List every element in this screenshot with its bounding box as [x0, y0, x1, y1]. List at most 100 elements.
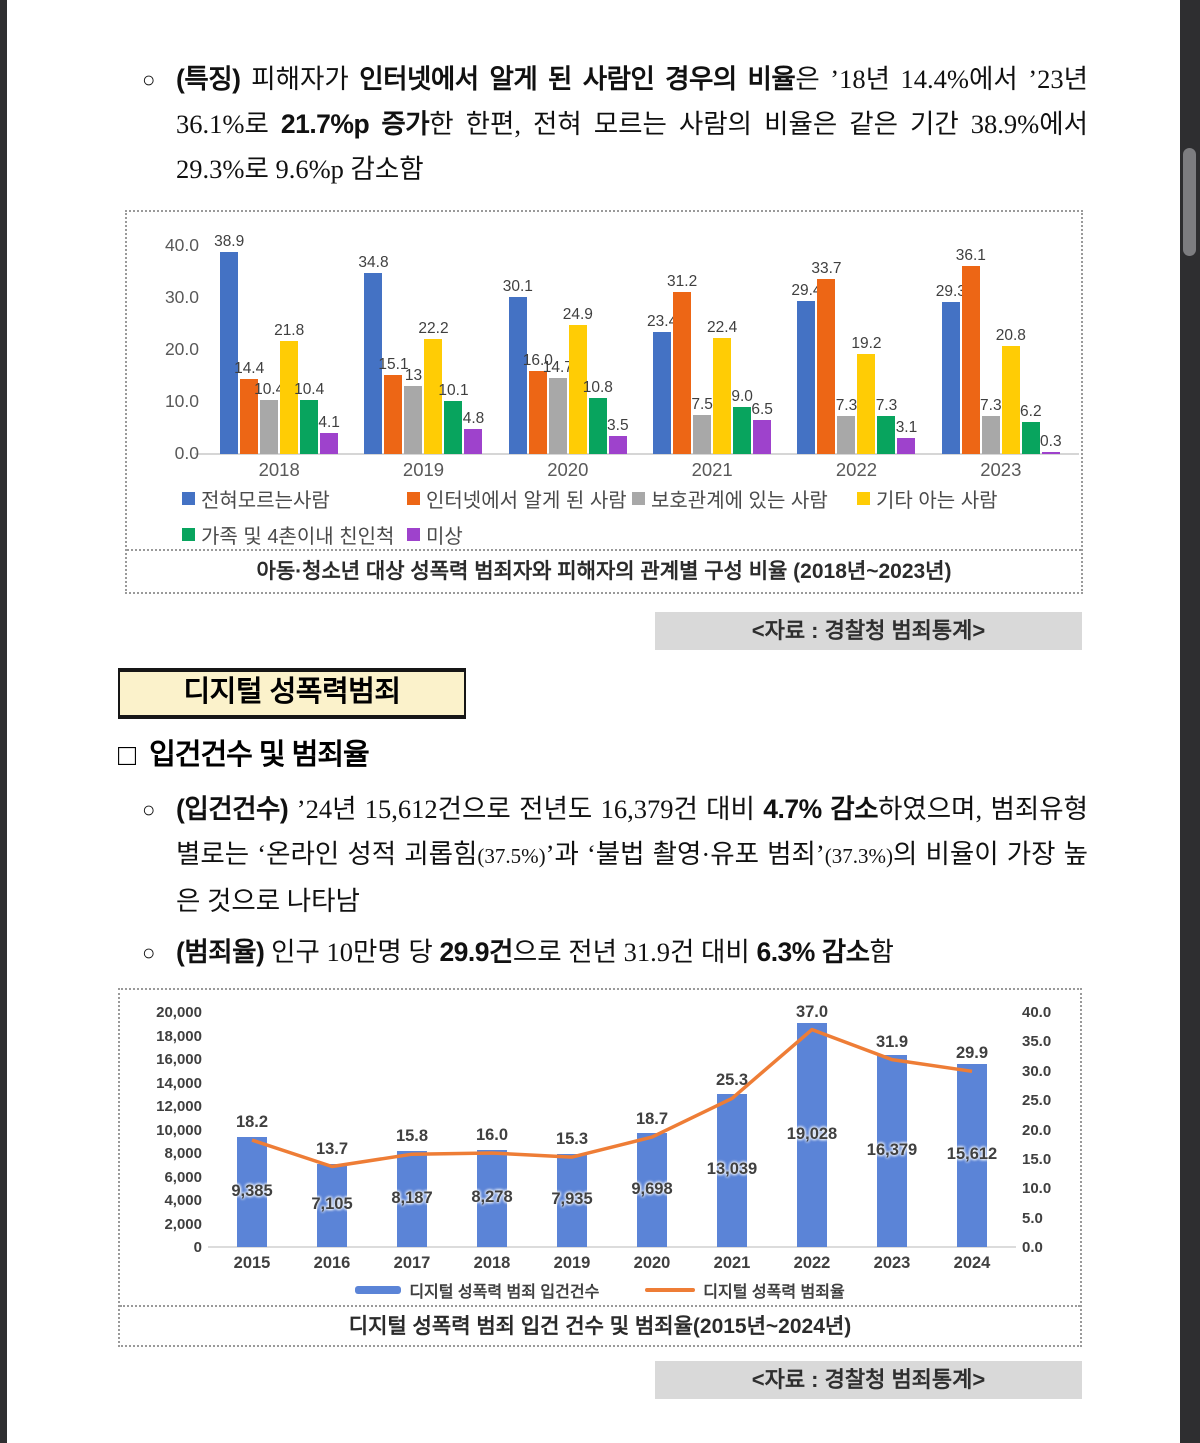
chart1-bar: 33.7 [811, 260, 842, 454]
chart1-bar: 16.0 [523, 352, 553, 454]
chart2-left-tick-label: 14,000 [156, 1074, 202, 1092]
chart2-bar [397, 1150, 427, 1247]
text-segment: 한 한편, 전혀 모르는 사람의 비율은 같은 기간 38.9%에서 29.3%… [176, 109, 1088, 184]
chart1-bar: 29.4 [791, 282, 822, 454]
bar-value-label: 10.8 [582, 378, 613, 396]
chart1-bar: 10.4 [294, 381, 324, 454]
text-segment: ’과 ‘불법 촬영·유포 범죄’ [545, 839, 825, 869]
scrollbar-thumb[interactable] [1183, 148, 1196, 256]
chart2-left-tick-label: 20,000 [156, 1004, 202, 1021]
legend-swatch [407, 492, 420, 505]
source-label-2: <자료 : 경찰청 범죄통계> [655, 1361, 1082, 1399]
chart1-bar: 9.0 [731, 388, 753, 454]
chart1-bar: 21.8 [274, 322, 304, 454]
chart2-legend: 디지털 성폭력 범죄 입건건수 디지털 성폭력 범죄율 [120, 1278, 1080, 1302]
chart1-x-axis-label: 2020 [547, 459, 589, 480]
chart1-bar: 0.3 [1040, 433, 1062, 454]
chart1-plot-area: 38.9 14.4 10.4 21.8 10.4 4.1 2018 34.8 15.1 13 22.… [127, 212, 1081, 549]
text-segment: 6.3% 감소 [756, 937, 870, 967]
bar-value-label: 13 [404, 367, 423, 385]
bar-value-label: 34.8 [358, 254, 389, 272]
legend-swatch [407, 528, 420, 541]
text-segment: 21.7%p 증가 [280, 109, 430, 139]
bar-value-label: 31.2 [667, 272, 698, 290]
text-segment: 의 비율이 가장 높은 것으로 나타남 [176, 839, 1088, 916]
chart2-x-axis-label: 2023 [873, 1254, 911, 1272]
chart2-frame: 20,000 18,000 16,000 14,000 12,000 10,000 8,00… [118, 988, 1082, 1347]
legend-label: 가족 및 4촌이내 친인척 [201, 526, 395, 548]
line-value-label: 25.3 [715, 1071, 749, 1090]
chart2-left-tick-label: 18,000 [156, 1027, 202, 1045]
chart2-left-tick-label: 16,000 [156, 1051, 202, 1068]
bar-value-label: 9,698 [631, 1180, 673, 1199]
line-value-label: 15.3 [555, 1130, 589, 1149]
subheading-cases-rate: □ 입건건수 및 범죄율 [118, 739, 370, 772]
bar-value-label: 4.8 [462, 410, 485, 428]
scrollbar-track[interactable] [1180, 0, 1200, 1443]
line-value-label: 29.9 [955, 1044, 989, 1063]
chart2-bar [237, 1136, 267, 1247]
list-bullet: ○ [142, 797, 156, 822]
chart2-x-axis-label: 2017 [393, 1254, 431, 1272]
text-segment: (입건건수) [176, 794, 297, 824]
chart2-bar [637, 1133, 667, 1247]
chart1-bar: 7.3 [980, 397, 1002, 454]
chart1-legend-row: 전혀모르는사람 인터넷에서 알게 된 사람 보호관계에 있는 사람 기타 아는 사람 [182, 484, 1062, 513]
source-label-1: <자료 : 경찰청 범죄통계> [655, 612, 1082, 650]
chart1-year-group: 29.3 36.1 7.3 20.8 6.2 0.3 2023 [935, 226, 1067, 480]
chart2-right-tick-label: 40.0 [1022, 1004, 1052, 1021]
bar-value-label: 7.3 [875, 397, 898, 415]
bar-value-label: 7.3 [980, 397, 1002, 415]
crime-rate-line [251, 1027, 973, 1169]
line-value-label: 18.2 [235, 1113, 269, 1132]
bar-value-label: 8,187 [391, 1188, 433, 1207]
text-segment: (37.3%) [824, 844, 893, 868]
chart2-x-axis-label: 2016 [313, 1254, 351, 1272]
chart2-x-axis-label: 2020 [633, 1254, 671, 1272]
chart1-x-axis-label: 2022 [835, 459, 878, 480]
bar-value-label: 15.1 [378, 356, 409, 374]
chart2-bar [477, 1149, 507, 1247]
chart2-left-tick-label: 6,000 [164, 1168, 202, 1186]
chart1-y-tick-label: 0.0 [174, 443, 199, 463]
chart1-bar: 34.8 [358, 254, 389, 454]
legend-label: 보호관계에 있는 사람 [651, 490, 828, 512]
bar-value-label: 13,039 [706, 1160, 758, 1179]
legend-label: 전혀모르는사람 [201, 490, 330, 512]
legend-item: 가족 및 4촌이내 친인척 [182, 520, 407, 549]
legend-label: 인터넷에서 알게 된 사람 [426, 490, 627, 512]
legend-swatch [645, 1288, 696, 1292]
chart1-frame: 38.9 14.4 10.4 21.8 10.4 4.1 2018 34.8 15.1 13 22.… [125, 210, 1083, 594]
chart1-bar: 22.4 [707, 319, 737, 454]
chart1-year-group: 30.1 16.0 14.7 24.9 10.8 3.5 2020 [502, 226, 634, 480]
bar-value-label: 23.4 [647, 313, 678, 331]
chart1-legend-row: 가족 및 4촌이내 친인척 미상 [182, 520, 1062, 549]
legend-label: 미상 [426, 526, 463, 548]
chart2-x-axis-label: 2024 [953, 1254, 991, 1272]
text-segment: 인터넷에서 알게 된 사람인 경우의 비율 [359, 64, 796, 94]
chart2-x-axis-label: 2019 [553, 1254, 591, 1272]
bar-value-label: 7,105 [311, 1195, 353, 1214]
paragraph-cases: ○ (입건건수) ’24년 15,612건으로 전년도 16,379건 대비 4.… [140, 787, 1088, 924]
bar-value-label: 16,379 [866, 1140, 918, 1159]
chart2-right-tick-label: 35.0 [1022, 1033, 1052, 1051]
chart2-bar [717, 1093, 747, 1247]
legend-item: 디지털 성폭력 범죄율 [645, 1278, 845, 1302]
chart1-bar: 3.5 [607, 417, 629, 454]
legend-item: 인터넷에서 알게 된 사람 [407, 484, 632, 513]
legend-swatch [857, 492, 870, 505]
chart2-left-tick-label: 4,000 [164, 1192, 202, 1209]
chart1-bar: 6.5 [751, 401, 773, 454]
text-segment: 하였으며, 범죄유형별로는 ‘온라인 성적 괴롭힘 [176, 794, 1088, 869]
bar-value-label: 29.4 [791, 282, 822, 300]
chart1-bar: 22.2 [418, 320, 449, 454]
bar-value-label: 4.1 [318, 413, 340, 431]
section-heading-digital: 디지털 성폭력범죄 [118, 668, 466, 719]
chart2-bar [317, 1163, 347, 1247]
chart2-x-axis-label: 2022 [793, 1254, 831, 1272]
bar-value-label: 6.2 [1020, 402, 1042, 420]
bar-value-label: 14.4 [234, 360, 265, 378]
chart2-left-tick-label: 8,000 [164, 1145, 202, 1162]
legend-item: 미상 [407, 520, 632, 549]
chart2-x-axis-label: 2021 [713, 1254, 751, 1272]
